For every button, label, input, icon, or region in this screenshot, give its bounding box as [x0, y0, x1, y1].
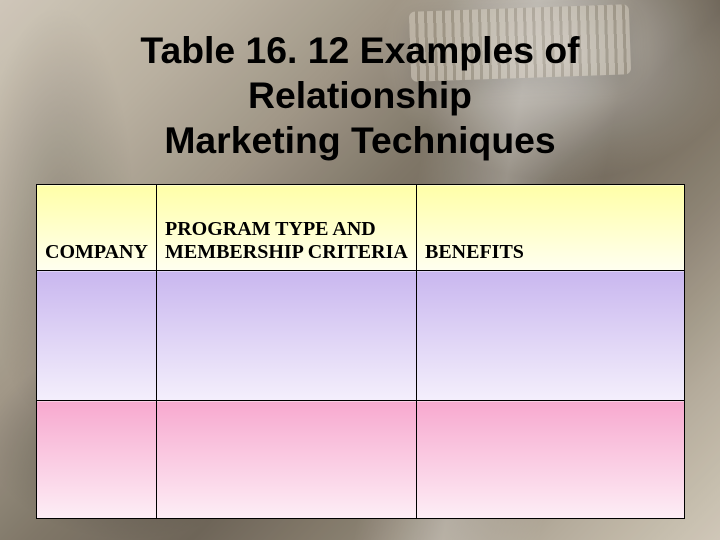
- slide: Table 16. 12 Examples of Relationship Ma…: [0, 0, 720, 540]
- title-line-1: Table 16. 12 Examples of Relationship: [140, 29, 579, 116]
- title-line-2: Marketing Techniques: [164, 119, 555, 161]
- cell-benefits: [417, 401, 685, 519]
- cell-benefits: [417, 271, 685, 401]
- cell-program: [157, 271, 417, 401]
- marketing-table: COMPANY PROGRAM TYPE AND MEMBERSHIP CRIT…: [36, 184, 685, 519]
- cell-company: [37, 401, 157, 519]
- cell-company: [37, 271, 157, 401]
- cell-program: [157, 401, 417, 519]
- slide-title: Table 16. 12 Examples of Relationship Ma…: [76, 28, 644, 162]
- table-header-row: COMPANY PROGRAM TYPE AND MEMBERSHIP CRIT…: [37, 185, 685, 271]
- col-header-program: PROGRAM TYPE AND MEMBERSHIP CRITERIA: [157, 185, 417, 271]
- table-row: [37, 401, 685, 519]
- table-row: [37, 271, 685, 401]
- col-header-benefits: BENEFITS: [417, 185, 685, 271]
- col-header-company: COMPANY: [37, 185, 157, 271]
